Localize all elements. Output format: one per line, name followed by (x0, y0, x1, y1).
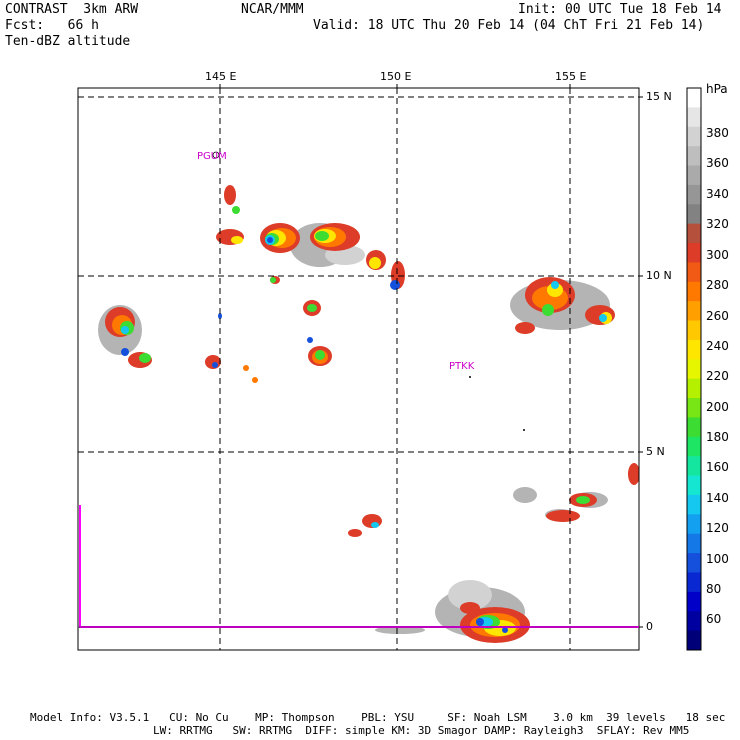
colorbar-label: 240 (706, 339, 729, 353)
colorbar-swatch (687, 591, 701, 612)
center-name: NCAR/MMM (241, 2, 304, 17)
colorbar-label: 60 (706, 612, 722, 626)
colorbar-swatch (687, 339, 701, 360)
lon-label-155: 155 E (555, 70, 587, 83)
colorbar (687, 88, 701, 651)
station-marker-pgum (212, 151, 220, 159)
colorbar-swatch (687, 514, 701, 535)
colorbar-label: 200 (706, 400, 729, 414)
colorbar-label: 80 (706, 582, 722, 596)
lon-label-145: 145 E (205, 70, 237, 83)
station-marker-ptkk (469, 376, 471, 378)
colorbar-swatch (687, 630, 701, 651)
station-label-pgum: PGUM (197, 151, 227, 162)
colorbar-swatch (687, 553, 701, 573)
forecast-hour: Fcst: 66 h (5, 18, 99, 33)
colorbar-frame (686, 87, 702, 651)
model-info-line1: Model Info: V3.5.1 CU: No Cu MP: Thompso… (30, 711, 726, 724)
station-label-ptkk: PTKK (449, 361, 475, 372)
colorbar-swatch (687, 146, 701, 167)
model-title: CONTRAST 3km ARW (5, 2, 139, 17)
colorbar-swatch (687, 88, 701, 108)
equator-boundary-line (79, 505, 639, 628)
colorbar-label: 160 (706, 460, 729, 474)
colorbar-label: 100 (706, 552, 729, 566)
colorbar-label: 260 (706, 309, 729, 323)
colorbar-label: 280 (706, 278, 729, 292)
colorbar-label: 140 (706, 491, 729, 505)
colorbar-swatch (687, 126, 701, 147)
colorbar-label: 320 (706, 217, 729, 231)
lat-label-10n: 10 N (646, 269, 672, 282)
colorbar-swatch (687, 301, 701, 322)
colorbar-unit: hPa (706, 82, 728, 96)
init-time: Init: 00 UTC Tue 18 Feb 14 (518, 2, 722, 17)
lat-label-5n: 5 N (646, 445, 665, 458)
colorbar-swatch (687, 359, 701, 380)
colorbar-swatch (687, 243, 701, 263)
colorbar-swatch (687, 204, 701, 225)
lon-label-150: 150 E (380, 70, 412, 83)
colorbar-swatch (687, 494, 701, 515)
colorbar-label: 120 (706, 521, 729, 535)
colorbar-swatch (687, 475, 701, 496)
colorbar-swatch (687, 223, 701, 244)
colorbar-swatch (687, 456, 701, 477)
colorbar-swatch (687, 378, 701, 399)
field-name: Ten-dBZ altitude (5, 34, 131, 49)
colorbar-swatch (687, 320, 701, 341)
colorbar-swatch (687, 262, 701, 283)
colorbar-swatch (687, 398, 701, 418)
colorbar-swatch (687, 436, 701, 457)
colorbar-swatch (687, 611, 701, 632)
map-frame (77, 87, 640, 651)
lat-label-15n: 15 N (646, 90, 672, 103)
colorbar-swatch (687, 107, 701, 128)
valid-time: Valid: 18 UTC Thu 20 Feb 14 (04 ChT Fri … (313, 18, 705, 33)
colorbar-label: 300 (706, 248, 729, 262)
colorbar-label: 380 (706, 126, 729, 140)
colorbar-swatch (687, 281, 701, 302)
colorbar-label: 360 (706, 156, 729, 170)
colorbar-label: 340 (706, 187, 729, 201)
colorbar-label: 220 (706, 369, 729, 383)
colorbar-swatch (687, 184, 701, 205)
colorbar-label: 180 (706, 430, 729, 444)
colorbar-swatch (687, 165, 701, 186)
colorbar-swatch (687, 417, 701, 438)
colorbar-swatch (687, 572, 701, 593)
lat-label-0: 0 (646, 620, 653, 633)
model-info-line2: LW: RRTMG SW: RRTMG DIFF: simple KM: 3D … (153, 724, 690, 737)
colorbar-swatch (687, 533, 701, 554)
